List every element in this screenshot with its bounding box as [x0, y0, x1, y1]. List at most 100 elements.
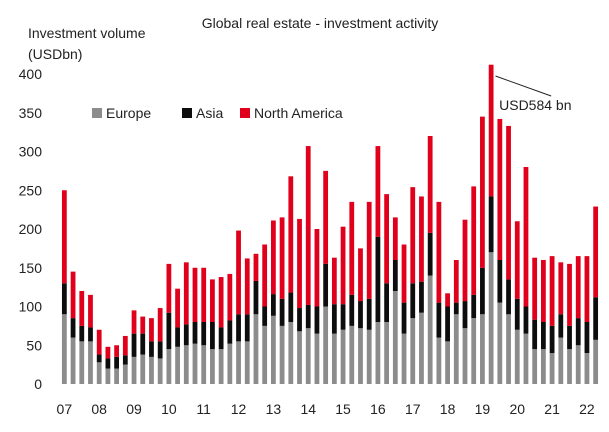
bar-segment-asia — [384, 283, 390, 322]
bar-segment-asia — [514, 298, 520, 330]
bar-segment-north-america — [593, 206, 599, 298]
bar-segment-europe — [358, 328, 363, 384]
y-tick-label: 350 — [19, 105, 43, 121]
bar-segment-north-america — [88, 294, 93, 328]
bar-segment-asia — [279, 298, 285, 326]
bar-segment-europe — [584, 353, 590, 384]
bar-segment-europe — [453, 314, 459, 384]
bar-segment-north-america — [140, 316, 146, 334]
bar-segment-europe — [157, 358, 163, 384]
bar-segment-asia — [584, 322, 590, 353]
bar-segment-north-america — [323, 170, 329, 264]
bar-segment-north-america — [349, 201, 355, 295]
bar-segment-europe — [488, 252, 494, 384]
bar-segment-asia — [506, 279, 511, 315]
bar-segment-europe — [427, 275, 433, 384]
bar-segment-europe — [140, 354, 146, 384]
bar-segment-north-america — [497, 118, 503, 260]
bar-segment-europe — [262, 325, 268, 385]
bar-segment-europe — [149, 356, 154, 385]
bar-segment-north-america — [236, 230, 241, 315]
bar-segment-asia — [253, 280, 259, 315]
x-tick-label: 16 — [370, 401, 386, 417]
bar-segment-north-america — [340, 226, 346, 305]
bar-segment-europe — [79, 341, 85, 385]
bar-segment-asia — [349, 294, 355, 326]
legend-swatch — [240, 108, 250, 118]
bar-segment-north-america — [288, 176, 294, 293]
bar-segment-north-america — [532, 257, 538, 320]
bar-segment-asia — [358, 301, 363, 329]
bar-segment-north-america — [270, 220, 276, 295]
x-tick-label: 12 — [231, 401, 247, 417]
legend-swatch — [92, 108, 102, 118]
bar-segment-north-america — [79, 291, 85, 326]
bar-segment-asia — [523, 306, 529, 334]
bar-segment-asia — [244, 314, 250, 342]
bar-segment-asia — [471, 294, 477, 319]
bar-segment-europe — [131, 356, 137, 385]
bar-segment-north-america — [183, 262, 189, 325]
x-tick-label: 15 — [335, 401, 351, 417]
bar-segment-asia — [227, 320, 233, 344]
bar-segment-europe — [575, 345, 581, 384]
bar-segment-north-america — [567, 263, 572, 326]
legend-label: Asia — [196, 105, 223, 121]
x-tick-label: 22 — [579, 401, 595, 417]
bar-segment-north-america — [279, 217, 285, 299]
bar-segment-asia — [192, 322, 198, 344]
bar-segment-north-america — [114, 345, 120, 357]
bar-segment-europe — [105, 368, 111, 384]
bar-segment-north-america — [506, 125, 511, 280]
bar-segment-north-america — [305, 146, 311, 305]
x-tick-label: 14 — [300, 401, 316, 417]
bar-segment-asia — [131, 333, 137, 357]
bar-segment-europe — [331, 333, 337, 385]
bar-segment-asia — [96, 354, 102, 363]
bar-segment-europe — [166, 349, 172, 385]
bar-segment-north-america — [70, 271, 76, 319]
bar-segment-europe — [401, 333, 407, 385]
bar-segment-asia — [401, 302, 407, 334]
bar-segment-north-america — [175, 288, 180, 328]
bar-segment-north-america — [105, 346, 111, 359]
bar-segment-europe — [218, 349, 224, 385]
x-tick-label: 10 — [161, 401, 177, 417]
bar-segment-north-america — [157, 308, 163, 342]
bar-segment-asia — [79, 325, 85, 342]
bar-segment-north-america — [514, 221, 520, 299]
y-tick-label: 400 — [19, 66, 43, 82]
bar-segment-asia — [175, 327, 180, 347]
bar-segment-europe — [236, 341, 241, 385]
bar-segment-asia — [593, 297, 599, 340]
bar-segment-europe — [340, 329, 346, 384]
bar-segment-north-america — [384, 194, 390, 284]
x-axis-ticks: 070809101112131415161718192021222324 — [57, 401, 595, 417]
bar-segment-asia — [157, 341, 163, 359]
bar-segment-north-america — [427, 136, 433, 233]
y-tick-label: 200 — [19, 221, 43, 237]
bar-segment-asia — [201, 322, 207, 346]
legend-label: Europe — [106, 105, 151, 121]
bar-segment-north-america — [262, 244, 268, 307]
bar-segment-europe — [532, 349, 538, 385]
bar-segment-north-america — [401, 244, 407, 303]
bar-segment-asia — [392, 260, 398, 291]
bar-segment-europe — [114, 368, 120, 384]
bar-segment-europe — [375, 322, 381, 384]
bar-segment-europe — [305, 328, 311, 384]
bar-segment-europe — [497, 302, 503, 385]
y-tick-label: 150 — [19, 260, 43, 276]
bar-segment-europe — [323, 306, 329, 384]
bar-segment-europe — [540, 349, 546, 385]
bar-segment-north-america — [149, 318, 154, 342]
bar-segment-north-america — [584, 256, 590, 323]
bar-segment-asia — [166, 312, 172, 350]
bar-segment-asia — [105, 358, 111, 369]
bar-segment-europe — [288, 322, 294, 384]
bar-segment-europe — [419, 312, 424, 384]
bar-segment-north-america — [375, 146, 381, 237]
bar-segment-europe — [462, 328, 468, 384]
bar-segment-north-america — [358, 248, 363, 302]
